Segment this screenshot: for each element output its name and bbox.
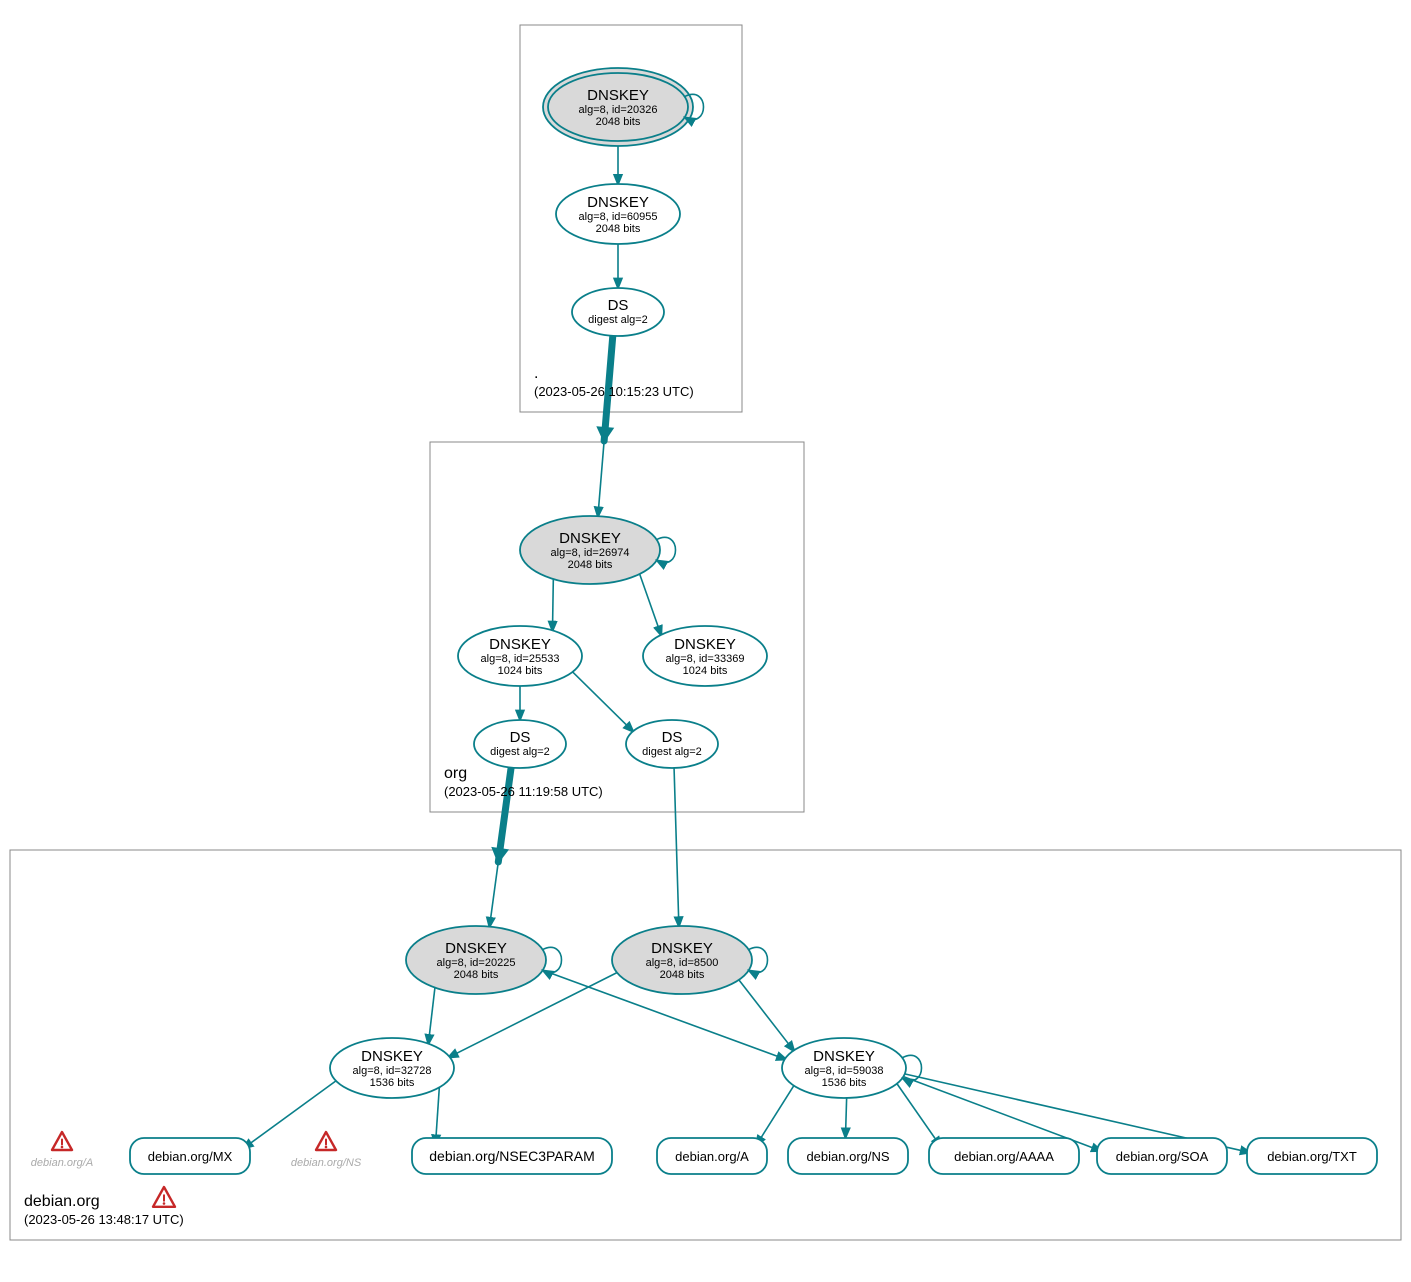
node-root_ds[interactable]: DSdigest alg=2 [572,288,664,336]
ghost-ghost_ns-label: debian.org/NS [291,1157,362,1169]
node-deb_ksk2[interactable]: DNSKEYalg=8, id=85002048 bits [612,926,768,994]
zone-label-org: org [444,765,467,782]
edge-deb_zsk2-rr_aaaa [896,1082,942,1148]
edge-org_ds2-deb_ksk2 [674,767,679,928]
zone-label-debian: debian.org [24,1193,100,1210]
ghost-ghost_a: debian.org/A [31,1132,93,1169]
rrset-rr_txt-label: debian.org/TXT [1267,1149,1357,1164]
rrset-rr_mx[interactable]: debian.org/MX [130,1138,250,1174]
ghost-ghost_a-warn [52,1132,72,1150]
node-org_zsk1[interactable]: DNSKEYalg=8, id=255331024 bits [458,626,582,686]
node-deb_ksk2-title: DNSKEY [651,940,713,957]
edge-org_ds1-deb_ksk1-deleg [498,766,511,862]
node-org_ds1-title: DS [510,729,531,746]
node-org_zsk1-title: DNSKEY [489,636,551,653]
node-deb_zsk2-line2: alg=8, id=59038 [805,1065,884,1077]
node-org_ksk[interactable]: DNSKEYalg=8, id=269742048 bits [520,516,676,584]
node-root_zsk-title: DNSKEY [587,194,649,211]
node-deb_zsk1-line2: alg=8, id=32728 [353,1065,432,1077]
zone-box-debian [10,850,1401,1240]
rrset-rr_soa-label: debian.org/SOA [1116,1149,1209,1164]
node-org_ds2-line2: digest alg=2 [642,746,702,758]
rrset-rr_aaaa[interactable]: debian.org/AAAA [929,1138,1079,1174]
node-deb_zsk1[interactable]: DNSKEYalg=8, id=327281536 bits [330,1038,454,1098]
rrset-rr_a[interactable]: debian.org/A [657,1138,767,1174]
node-deb_ksk2-line3: 2048 bits [660,969,705,981]
node-root_ksk-line2: alg=8, id=20326 [579,104,658,116]
node-org_zsk2-line2: alg=8, id=33369 [666,653,745,665]
edge-deb_ksk2-deb_zsk2 [737,978,795,1052]
zone-time-root: (2023-05-26 10:15:23 UTC) [534,384,694,399]
node-org_ksk-line2: alg=8, id=26974 [551,547,630,559]
rrset-rr_nsec3-label: debian.org/NSEC3PARAM [429,1148,594,1164]
ghost-ghost_ns-warn [316,1132,336,1150]
node-org_ksk-title: DNSKEY [559,530,621,547]
node-root_zsk-line3: 2048 bits [596,223,641,235]
node-deb_ksk1-title: DNSKEY [445,940,507,957]
node-org_zsk2-title: DNSKEY [674,636,736,653]
node-deb_ksk2-line2: alg=8, id=8500 [646,957,719,969]
rrset-rr_ns[interactable]: debian.org/NS [788,1138,908,1174]
edge-org_zsk1-org_ds2 [571,670,634,732]
node-root_ksk-title: DNSKEY [587,87,649,104]
zone-label-root: . [534,365,538,382]
node-org_zsk2-line3: 1024 bits [683,665,728,677]
rrset-rr_ns-label: debian.org/NS [806,1149,889,1164]
node-org_ksk-line3: 2048 bits [568,559,613,571]
node-deb_zsk1-line3: 1536 bits [370,1077,415,1089]
overlay: . (2023-05-26 10:15:23 UTC) org (2023-05-26… [24,365,694,1227]
node-deb_ksk1-line3: 2048 bits [454,969,499,981]
node-deb_ksk1[interactable]: DNSKEYalg=8, id=202252048 bits [406,926,562,994]
node-deb_zsk2-title: DNSKEY [813,1048,875,1065]
node-root_ksk[interactable]: DNSKEYalg=8, id=203262048 bits [543,68,704,146]
edge-org_ksk-org_zsk2 [639,572,662,637]
node-root_ds-line2: digest alg=2 [588,314,648,326]
edge-deb_zsk2-rr_a [755,1084,795,1147]
rrset-rr_a-label: debian.org/A [675,1149,749,1164]
rrset-rr_nsec3[interactable]: debian.org/NSEC3PARAM [412,1138,612,1174]
zone-time-debian: (2023-05-26 13:48:17 UTC) [24,1212,184,1227]
node-deb_ksk1-line2: alg=8, id=20225 [437,957,516,969]
node-org_ds1[interactable]: DSdigest alg=2 [474,720,566,768]
nodes: DNSKEYalg=8, id=203262048 bitsDNSKEYalg=… [330,68,922,1098]
rrset-rr_mx-label: debian.org/MX [148,1149,233,1164]
rrset-rr_soa[interactable]: debian.org/SOA [1097,1138,1227,1174]
node-org_zsk1-line3: 1024 bits [498,665,543,677]
edge-deb_zsk1-rr_nsec3 [435,1085,439,1146]
node-org_zsk2[interactable]: DNSKEYalg=8, id=333691024 bits [643,626,767,686]
rrset-rr_txt[interactable]: debian.org/TXT [1247,1138,1377,1174]
node-deb_zsk2-line3: 1536 bits [822,1077,867,1089]
node-org_ds2[interactable]: DSdigest alg=2 [626,720,718,768]
edge-deb_ksk1-deb_zsk1 [428,985,435,1045]
node-root_ksk-line3: 2048 bits [596,116,641,128]
rrset-rr_aaaa-label: debian.org/AAAA [954,1149,1054,1164]
node-root_zsk[interactable]: DNSKEYalg=8, id=609552048 bits [556,184,680,244]
rrsets: debian.org/MX debian.org/NSEC3PARAM debian… [31,1132,1377,1174]
node-deb_zsk1-title: DNSKEY [361,1048,423,1065]
edge-deb_zsk2-rr_ns [845,1096,846,1138]
ghost-ghost_a-label: debian.org/A [31,1157,93,1169]
zone-warn-debian [153,1187,175,1207]
dnssec-diagram: DNSKEYalg=8, id=203262048 bitsDNSKEYalg=… [0,0,1411,1282]
node-root_ds-title: DS [608,297,629,314]
node-org_zsk1-line2: alg=8, id=25533 [481,653,560,665]
edge-org_ds1-deb_ksk1 [489,862,498,928]
edge-org_ksk-org_zsk1 [552,577,553,632]
ghost-ghost_ns: debian.org/NS [291,1132,362,1169]
node-org_ds2-title: DS [662,729,683,746]
node-root_zsk-line2: alg=8, id=60955 [579,211,658,223]
zone-time-org: (2023-05-26 11:19:58 UTC) [444,784,603,799]
node-org_ds1-line2: digest alg=2 [490,746,550,758]
edge-root_ds-org_ksk [598,441,604,518]
